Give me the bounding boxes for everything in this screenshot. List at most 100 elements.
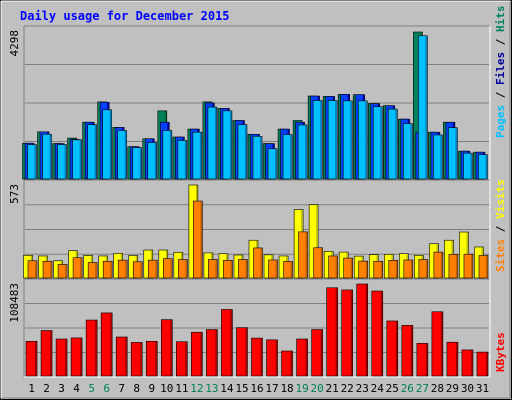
- kbytes-bar-face: [431, 311, 444, 377]
- sites-bar: [208, 259, 218, 279]
- pages-bar-shade: [124, 130, 127, 179]
- sites-bar: [373, 260, 384, 279]
- pages-bar: [297, 124, 308, 180]
- pages-bar: [387, 108, 398, 180]
- kbytes-bar-face: [236, 327, 248, 377]
- panel-hits-ymax-label: 4298: [8, 30, 21, 57]
- pages-bar-shade: [79, 140, 82, 179]
- sites-bar-face: [27, 260, 38, 279]
- kbytes-bar: [251, 337, 263, 377]
- sites-bar-shade: [425, 259, 428, 278]
- pages-bar-shade: [290, 135, 292, 179]
- kbytes-bar: [356, 283, 369, 377]
- pages-bar-shade: [350, 101, 352, 179]
- sites-bar: [87, 262, 98, 279]
- legend-sites-visits: Sites / Visits: [494, 179, 507, 272]
- kbytes-bar-shade: [455, 342, 458, 376]
- day-tick-label: 25: [386, 382, 399, 395]
- sites-bar-shade: [170, 259, 172, 278]
- sites-bar-face: [358, 260, 369, 279]
- kbytes-bar-shade: [470, 350, 473, 376]
- kbytes-bar-shade: [380, 291, 383, 376]
- legend-hits-files-pages-entry: Hits: [494, 6, 507, 33]
- pages-bar-face: [27, 144, 37, 180]
- kbytes-bar: [55, 338, 68, 377]
- sites-bar: [117, 259, 128, 279]
- pages-bar: [357, 100, 368, 180]
- legend-hits-files-pages-entry: Files: [494, 52, 507, 85]
- day-tick-label: 5: [88, 382, 95, 395]
- legend-kbytes: KBytes: [494, 332, 507, 372]
- kbytes-bar: [100, 312, 113, 377]
- pages-bar-shade: [229, 111, 232, 179]
- sites-bar: [238, 259, 248, 279]
- pages-bar-face: [102, 109, 112, 180]
- kbytes-bar-shade: [305, 339, 308, 376]
- kbytes-bar: [25, 340, 38, 377]
- legend-sites-visits-entry: Sites: [494, 239, 507, 272]
- kbytes-bar-shade: [65, 339, 67, 376]
- kbytes-bar-face: [461, 349, 474, 377]
- kbytes-bar: [341, 289, 353, 377]
- kbytes-bar-shade: [320, 330, 323, 376]
- sites-bar-face: [373, 260, 384, 279]
- sites-bar-shade: [200, 201, 202, 278]
- kbytes-bar-shade: [410, 325, 413, 376]
- day-tick-label: 24: [371, 382, 385, 395]
- day-tick-label: 3: [58, 382, 65, 395]
- sites-bar: [298, 231, 308, 279]
- sites-bar-shade: [395, 260, 398, 278]
- kbytes-bar-face: [401, 325, 414, 377]
- sites-bar-shade: [485, 255, 488, 278]
- day-tick-label: 27: [416, 382, 429, 395]
- sites-bar-shade: [365, 261, 368, 278]
- kbytes-bar: [371, 290, 384, 377]
- pages-bar-shade: [64, 145, 67, 179]
- pages-bar: [372, 106, 383, 180]
- kbytes-bar-face: [161, 319, 173, 377]
- sites-bar-shade: [65, 264, 67, 278]
- pages-bar-shade: [440, 135, 442, 179]
- pages-bar-shade: [94, 125, 97, 179]
- sites-bar-shade: [320, 248, 323, 278]
- pages-bar-face: [297, 124, 308, 180]
- day-tick-label: 8: [133, 382, 140, 395]
- sites-bar: [193, 200, 203, 279]
- sites-bar-shade: [470, 254, 473, 278]
- day-tick-label: 6: [103, 382, 110, 395]
- day-tick-label: 15: [235, 382, 248, 395]
- kbytes-bar: [461, 349, 474, 377]
- pages-bar-shade: [34, 145, 37, 179]
- day-tick-label: 26: [401, 382, 414, 395]
- kbytes-bar-shade: [200, 332, 202, 376]
- kbytes-bar: [191, 331, 203, 377]
- sites-bar: [448, 254, 459, 279]
- sites-bar: [328, 255, 338, 279]
- kbytes-bar-shade: [350, 290, 353, 376]
- sites-bar-face: [193, 200, 203, 279]
- sites-bar-face: [87, 262, 98, 279]
- sites-bar-face: [57, 264, 68, 279]
- kbytes-bar-shade: [275, 340, 278, 376]
- pages-bar-face: [207, 106, 218, 180]
- pages-bar-shade: [109, 110, 112, 179]
- sites-bar-face: [313, 247, 323, 279]
- pages-bar: [72, 139, 82, 180]
- sites-bar-shade: [380, 261, 383, 278]
- sites-bar-shade: [335, 256, 338, 278]
- kbytes-bar-shade: [485, 352, 488, 376]
- kbytes-bar-shade: [80, 338, 82, 376]
- pages-bar-shade: [275, 149, 277, 179]
- kbytes-bar-face: [251, 337, 263, 377]
- pages-bar-shade: [199, 132, 202, 179]
- sites-bar-shade: [80, 258, 82, 278]
- sites-bar-face: [388, 260, 399, 279]
- kbytes-bar-face: [416, 343, 429, 377]
- day-tick-label: 9: [148, 382, 155, 395]
- sites-bar-face: [238, 259, 248, 279]
- sites-bar: [57, 264, 68, 279]
- day-tick-label: 10: [160, 382, 173, 395]
- kbytes-bar: [326, 287, 338, 377]
- pages-bar-face: [147, 142, 158, 180]
- pages-bar: [267, 148, 278, 180]
